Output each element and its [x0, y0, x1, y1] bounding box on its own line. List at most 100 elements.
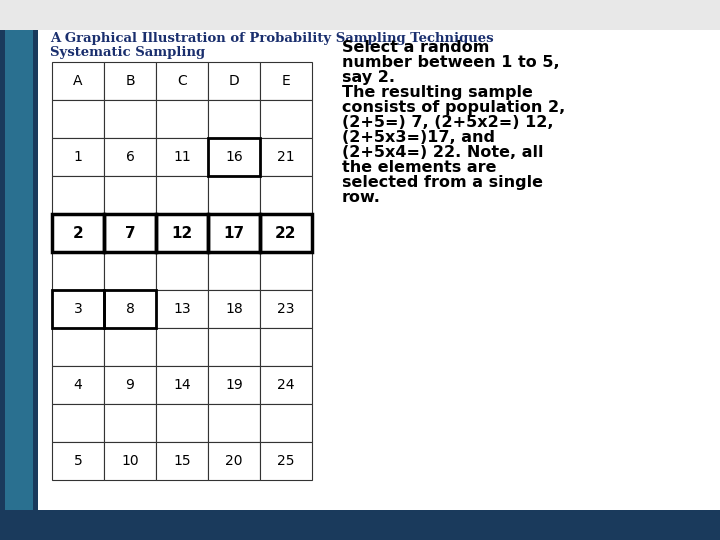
Bar: [156, 100, 208, 138]
Bar: [208, 214, 260, 252]
Bar: [156, 62, 208, 100]
Text: 24: 24: [277, 378, 294, 392]
Bar: [52, 214, 104, 252]
Bar: [104, 290, 156, 328]
Bar: [208, 138, 260, 176]
Bar: [260, 366, 312, 404]
Bar: [156, 214, 208, 252]
Text: 18: 18: [225, 302, 243, 316]
Text: 19: 19: [225, 378, 243, 392]
Bar: [208, 62, 260, 100]
Text: consists of population 2,: consists of population 2,: [342, 100, 565, 115]
Text: 7: 7: [125, 226, 135, 240]
Bar: [104, 252, 156, 290]
Text: 4: 4: [73, 378, 82, 392]
Text: (2+5x4=) 22. Note, all: (2+5x4=) 22. Note, all: [342, 145, 544, 160]
Text: B: B: [125, 74, 135, 88]
Bar: [260, 252, 312, 290]
Bar: [208, 100, 260, 138]
Text: Systematic Sampling: Systematic Sampling: [50, 46, 205, 59]
Text: 23: 23: [277, 302, 294, 316]
Bar: [52, 214, 104, 252]
Text: 14: 14: [174, 378, 191, 392]
Bar: [260, 328, 312, 366]
Text: 6: 6: [125, 150, 135, 164]
Bar: [52, 404, 104, 442]
Bar: [260, 442, 312, 480]
Text: 11: 11: [173, 150, 191, 164]
Bar: [104, 404, 156, 442]
Text: The resulting sample: The resulting sample: [342, 85, 533, 100]
Bar: [0, 510, 720, 540]
Bar: [52, 138, 104, 176]
Bar: [104, 176, 156, 214]
Text: say 2.: say 2.: [342, 70, 395, 85]
Text: number between 1 to 5,: number between 1 to 5,: [342, 55, 559, 70]
Bar: [52, 62, 104, 100]
Bar: [52, 176, 104, 214]
Text: D: D: [229, 74, 239, 88]
Bar: [260, 62, 312, 100]
Text: 12: 12: [171, 226, 193, 240]
Bar: [52, 100, 104, 138]
Text: (2+5=) 7, (2+5x2=) 12,: (2+5=) 7, (2+5x2=) 12,: [342, 115, 554, 130]
Bar: [156, 176, 208, 214]
Bar: [5, 30, 33, 510]
Text: C: C: [177, 74, 187, 88]
Bar: [260, 214, 312, 252]
Bar: [156, 252, 208, 290]
Text: 3: 3: [73, 302, 82, 316]
Bar: [104, 100, 156, 138]
Text: 1: 1: [73, 150, 82, 164]
Bar: [104, 214, 156, 252]
Bar: [156, 290, 208, 328]
Bar: [104, 442, 156, 480]
Bar: [52, 290, 104, 328]
Bar: [52, 252, 104, 290]
Bar: [260, 100, 312, 138]
Text: 22: 22: [275, 226, 297, 240]
Bar: [52, 366, 104, 404]
Bar: [38, 30, 720, 510]
Bar: [104, 328, 156, 366]
Bar: [260, 138, 312, 176]
Bar: [52, 290, 104, 328]
Bar: [260, 176, 312, 214]
Bar: [52, 442, 104, 480]
Bar: [104, 62, 156, 100]
Bar: [260, 214, 312, 252]
Bar: [0, 30, 38, 510]
Text: 8: 8: [125, 302, 135, 316]
Bar: [208, 328, 260, 366]
Text: 15: 15: [174, 454, 191, 468]
Bar: [52, 328, 104, 366]
Text: Select a random: Select a random: [342, 40, 490, 55]
Bar: [208, 138, 260, 176]
Bar: [156, 214, 208, 252]
Text: selected from a single: selected from a single: [342, 175, 543, 190]
Text: 9: 9: [125, 378, 135, 392]
Bar: [104, 290, 156, 328]
Text: 10: 10: [121, 454, 139, 468]
Bar: [260, 404, 312, 442]
Bar: [208, 290, 260, 328]
Text: the elements are: the elements are: [342, 160, 497, 175]
Bar: [208, 176, 260, 214]
Bar: [208, 366, 260, 404]
Bar: [156, 442, 208, 480]
Bar: [156, 138, 208, 176]
Text: 25: 25: [277, 454, 294, 468]
Text: 13: 13: [174, 302, 191, 316]
Bar: [208, 442, 260, 480]
Bar: [208, 404, 260, 442]
Text: A: A: [73, 74, 83, 88]
Text: (2+5x3=)17, and: (2+5x3=)17, and: [342, 130, 495, 145]
Text: 17: 17: [223, 226, 245, 240]
Bar: [104, 214, 156, 252]
Text: 16: 16: [225, 150, 243, 164]
Bar: [208, 214, 260, 252]
Text: 5: 5: [73, 454, 82, 468]
Text: 20: 20: [225, 454, 243, 468]
Bar: [156, 328, 208, 366]
Bar: [104, 138, 156, 176]
